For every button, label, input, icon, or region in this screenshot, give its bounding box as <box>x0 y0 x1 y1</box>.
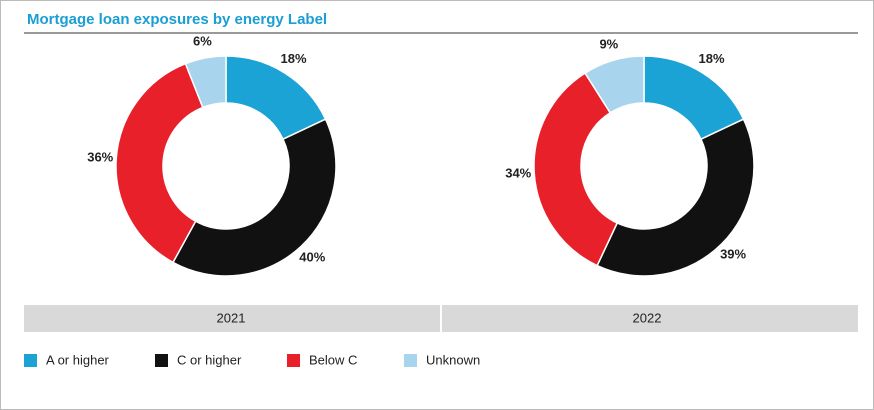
legend-swatch <box>155 354 168 367</box>
data-label: 36% <box>87 150 113 165</box>
donut-slice <box>596 118 755 277</box>
legend-swatch <box>404 354 417 367</box>
data-label: 6% <box>193 34 212 49</box>
legend-label: Unknown <box>426 352 480 367</box>
data-label: 9% <box>599 36 618 51</box>
donut-slice <box>171 118 337 277</box>
data-label: 39% <box>720 247 746 262</box>
legend-label: A or higher <box>46 352 110 367</box>
legend-swatch <box>24 354 37 367</box>
legend-label: Below C <box>309 352 357 367</box>
donut-slice <box>184 55 227 109</box>
data-label: 18% <box>280 51 306 66</box>
legend-swatch <box>287 354 300 367</box>
donut-slice <box>115 62 204 264</box>
data-label: 34% <box>505 165 531 180</box>
donut-slice <box>584 55 645 114</box>
legend-label: C or higher <box>177 352 242 367</box>
chart-title: Mortgage loan exposures by energy Label <box>27 11 327 28</box>
chart-subtitle: 2022 <box>633 310 662 325</box>
donut-slice <box>533 72 619 267</box>
chart-subtitle: 2021 <box>217 310 246 325</box>
data-label: 18% <box>698 51 724 66</box>
data-label: 40% <box>299 249 325 264</box>
